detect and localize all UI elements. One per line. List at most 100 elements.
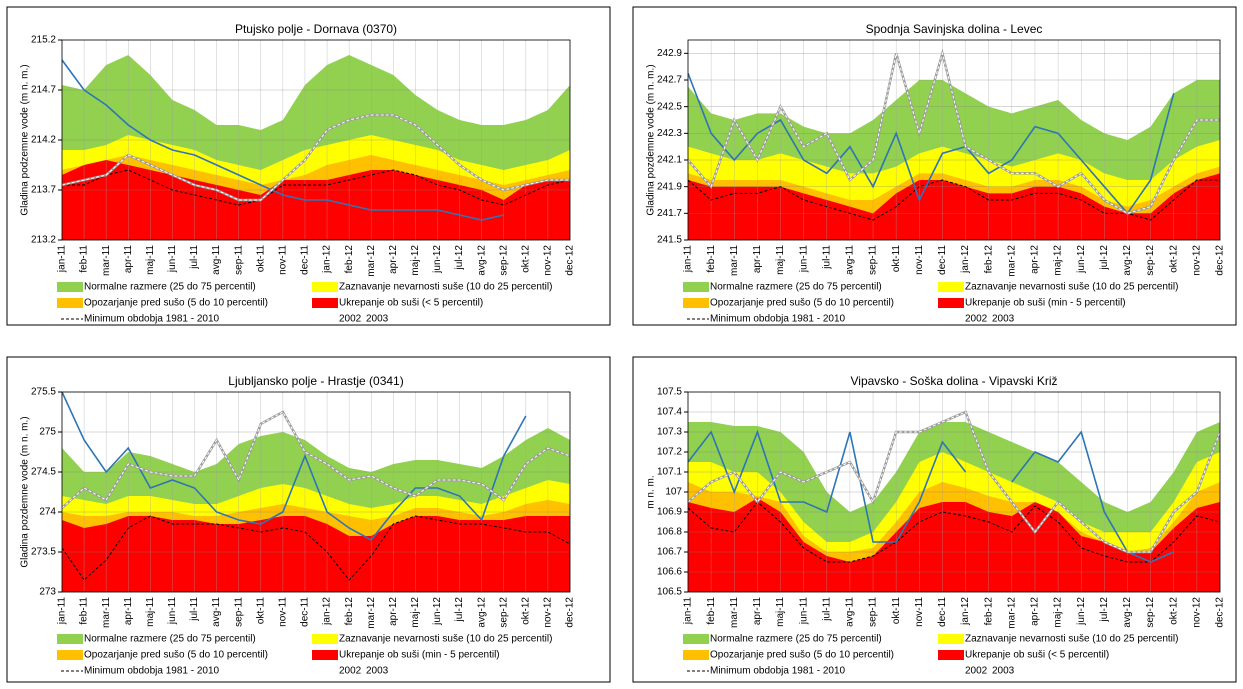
x-tick-label: avg-11 (211, 597, 222, 627)
legend-label: Opozarjanje pred sušo (5 do 10 percentil… (710, 298, 894, 309)
x-tick-label: jul-11 (821, 597, 832, 622)
legend-swatch (683, 650, 709, 660)
legend-label: Minimum obdobja 1981 - 2010 (84, 666, 220, 677)
y-tick-label: 107.2 (657, 447, 682, 458)
x-tick-label: feb-11 (706, 245, 717, 273)
legend-label: Opozarjanje pred sušo (5 do 10 percentil… (84, 650, 268, 661)
y-tick-label: 214.2 (31, 135, 56, 146)
x-tick-label: sep-12 (498, 597, 509, 628)
x-tick-label: apr-11 (123, 245, 134, 274)
x-tick-label: feb-12 (983, 245, 994, 274)
legend-label: 2003 (992, 666, 1015, 677)
legend-label: Normalne razmere (25 do 75 percentil) (84, 282, 256, 293)
legend-label: Opozarjanje pred sušo (5 do 10 percentil… (84, 298, 268, 309)
chart-panel: Spodnja Savinjska dolina - Levec Gladina … (632, 6, 1237, 326)
legend-label: 2002 (965, 666, 988, 677)
series-line (62, 114, 570, 201)
y-tick-label: 107.5 (657, 387, 682, 398)
chart-panel: Vipavsko - Soška dolina - Vipavski Križ m… (632, 356, 1237, 683)
x-tick-label: feb-11 (706, 597, 717, 625)
x-tick-label: maj-12 (410, 597, 421, 628)
x-tick-label: okt-11 (891, 245, 902, 272)
legend-label: Ukrepanje ob suši (min - 5 percentil) (965, 298, 1126, 309)
x-tick-label: nov-11 (278, 245, 289, 275)
x-tick-label: jul-12 (454, 245, 465, 271)
legend-swatch (938, 650, 964, 660)
x-tick-label: mar-12 (366, 597, 377, 629)
x-tick-label: feb-12 (344, 245, 355, 274)
series-line (688, 411, 1220, 553)
x-tick-label: okt-12 (520, 245, 531, 273)
x-tick-label: sep-11 (868, 245, 879, 275)
legend-swatch (57, 650, 83, 660)
plot-border (687, 391, 1221, 593)
x-tick-label: jun-12 (432, 597, 443, 626)
x-tick-label: dec-11 (937, 597, 948, 627)
x-tick-label: sep-11 (868, 597, 879, 627)
x-tick-label: nov-12 (543, 245, 554, 276)
legend-swatch (938, 282, 964, 292)
x-tick-label: jul-12 (1099, 597, 1110, 623)
x-tick-label: okt-11 (891, 597, 902, 624)
series-line (62, 515, 570, 581)
y-tick-label: 106.9 (657, 507, 682, 518)
plot-border (687, 39, 1221, 241)
y-axis-label: Gladina pozdemne vode (m n. m.) (20, 416, 31, 567)
x-tick-label: apr-11 (752, 597, 763, 626)
y-tick-label: 241.5 (657, 235, 682, 246)
x-tick-label: apr-12 (388, 245, 399, 274)
legend-swatch (938, 298, 964, 308)
chart-title: Vipavsko - Soška dolina - Vipavski Križ (851, 374, 1058, 388)
x-tick-label: jun-11 (167, 245, 178, 273)
x-tick-label: mar-11 (101, 597, 112, 628)
y-tick-label: 106.8 (657, 527, 682, 538)
x-tick-label: avg-11 (845, 597, 856, 627)
x-tick-label: okt-12 (1168, 597, 1179, 625)
x-tick-label: nov-12 (543, 597, 554, 628)
x-tick-label: maj-11 (775, 597, 786, 627)
x-tick-label: sep-12 (1145, 597, 1156, 628)
x-tick-label: jul-12 (454, 597, 465, 623)
x-tick-label: mar-11 (729, 597, 740, 628)
x-tick-label: mar-12 (1006, 245, 1017, 277)
x-tick-label: dec-12 (1215, 245, 1226, 276)
x-tick-label: nov-12 (1192, 245, 1203, 276)
y-tick-label: 107.1 (657, 467, 682, 478)
legend-label: 2002 (339, 314, 362, 325)
x-tick-label: okt-11 (255, 245, 266, 272)
x-tick-label: jul-11 (189, 245, 200, 270)
chart-title: Ljubljansko polje - Hrastje (0341) (228, 374, 403, 388)
y-tick-label: 106.5 (657, 587, 682, 598)
y-tick-label: 213.2 (31, 235, 56, 246)
x-tick-label: jul-12 (1099, 245, 1110, 271)
y-tick-label: 241.9 (657, 181, 682, 192)
series-line (688, 73, 1175, 215)
x-tick-label: jul-11 (189, 597, 200, 622)
series-line (62, 169, 570, 206)
legend-label: Minimum obdobja 1981 - 2010 (710, 314, 846, 325)
x-tick-label: jun-12 (432, 245, 443, 274)
x-tick-label: avg-12 (1122, 597, 1133, 628)
legend-swatch (683, 298, 709, 308)
y-tick-label: 242.7 (657, 75, 682, 86)
x-tick-label: dec-11 (937, 245, 948, 275)
percentile-area (688, 173, 1220, 240)
x-tick-label: okt-11 (255, 597, 266, 624)
legend-label: 2003 (992, 314, 1015, 325)
x-tick-label: sep-12 (1145, 245, 1156, 276)
x-tick-label: dec-12 (1215, 597, 1226, 628)
x-tick-label: feb-11 (79, 245, 90, 273)
x-tick-label: avg-11 (845, 245, 856, 275)
chart-title: Ptujsko polje - Dornava (0370) (235, 22, 397, 36)
x-tick-label: maj-11 (775, 245, 786, 275)
x-tick-label: dec-12 (565, 597, 576, 628)
x-tick-label: mar-11 (101, 245, 112, 276)
legend-swatch (938, 634, 964, 644)
y-tick-label: 107 (665, 487, 682, 498)
y-tick-label: 107.3 (657, 427, 682, 438)
series-line (62, 411, 570, 509)
legend-label: Minimum obdobja 1981 - 2010 (710, 666, 846, 677)
x-tick-label: apr-12 (1030, 245, 1041, 274)
x-tick-label: apr-11 (123, 597, 134, 626)
x-tick-label: avg-12 (476, 597, 487, 628)
